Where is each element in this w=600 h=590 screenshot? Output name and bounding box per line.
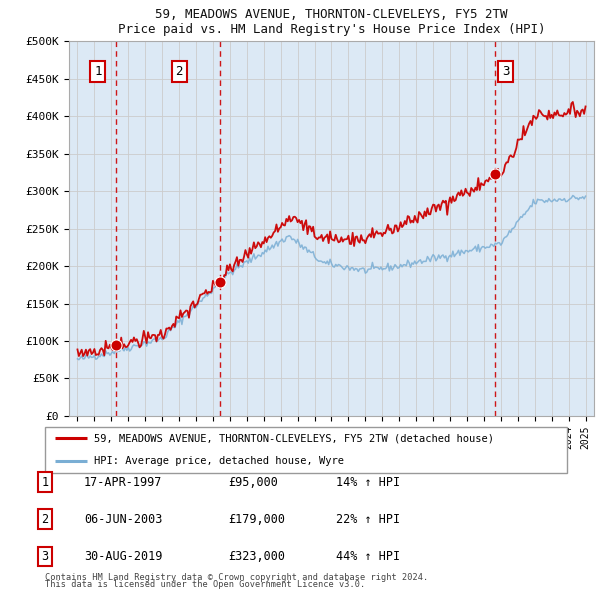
Text: £179,000: £179,000 (228, 513, 285, 526)
Text: 44% ↑ HPI: 44% ↑ HPI (336, 550, 400, 563)
Text: 06-JUN-2003: 06-JUN-2003 (84, 513, 163, 526)
Text: 59, MEADOWS AVENUE, THORNTON-CLEVELEYS, FY5 2TW (detached house): 59, MEADOWS AVENUE, THORNTON-CLEVELEYS, … (94, 433, 494, 443)
Text: 1: 1 (41, 476, 49, 489)
Text: £323,000: £323,000 (228, 550, 285, 563)
Text: £95,000: £95,000 (228, 476, 278, 489)
Title: 59, MEADOWS AVENUE, THORNTON-CLEVELEYS, FY5 2TW
Price paid vs. HM Land Registry': 59, MEADOWS AVENUE, THORNTON-CLEVELEYS, … (118, 8, 545, 36)
Text: 3: 3 (502, 65, 509, 78)
Text: 17-APR-1997: 17-APR-1997 (84, 476, 163, 489)
Text: 2: 2 (41, 513, 49, 526)
Text: 22% ↑ HPI: 22% ↑ HPI (336, 513, 400, 526)
Text: 2: 2 (175, 65, 183, 78)
Text: 1: 1 (94, 65, 101, 78)
Text: Contains HM Land Registry data © Crown copyright and database right 2024.: Contains HM Land Registry data © Crown c… (45, 573, 428, 582)
Text: This data is licensed under the Open Government Licence v3.0.: This data is licensed under the Open Gov… (45, 580, 365, 589)
Text: HPI: Average price, detached house, Wyre: HPI: Average price, detached house, Wyre (94, 457, 344, 467)
FancyBboxPatch shape (44, 427, 567, 473)
Text: 3: 3 (41, 550, 49, 563)
Text: 30-AUG-2019: 30-AUG-2019 (84, 550, 163, 563)
Text: 14% ↑ HPI: 14% ↑ HPI (336, 476, 400, 489)
